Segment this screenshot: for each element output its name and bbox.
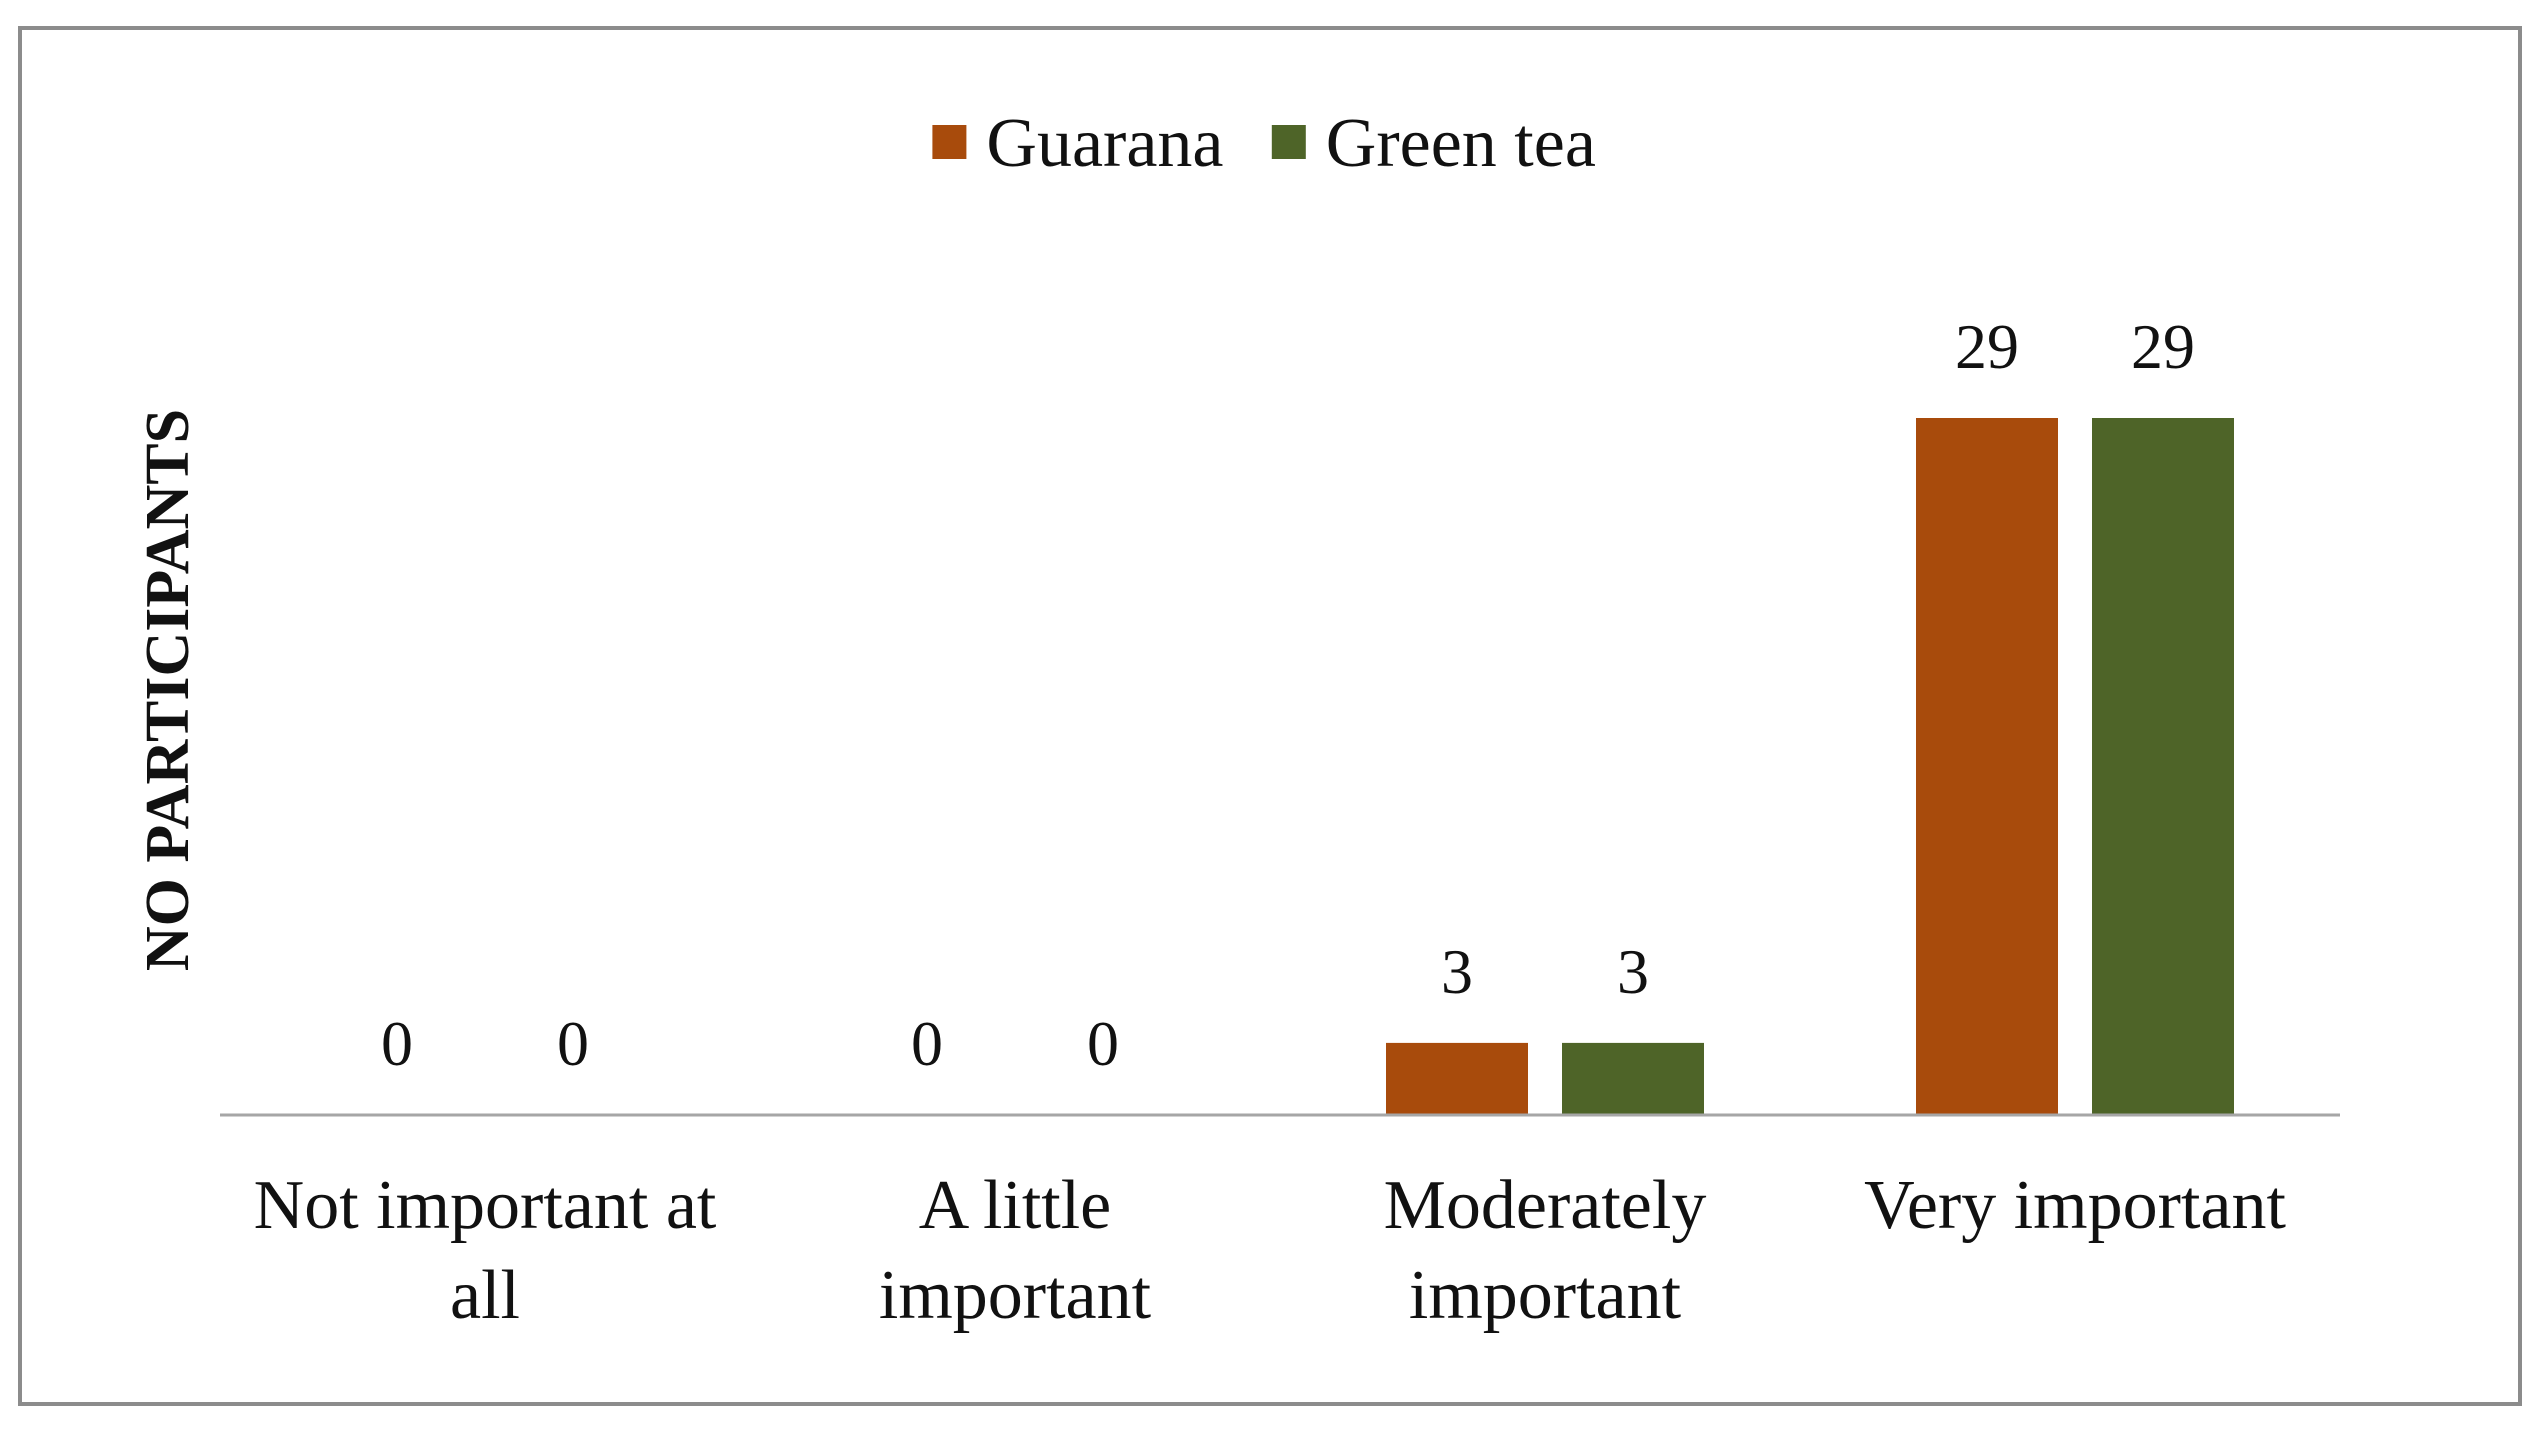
category-label: important — [879, 1257, 1152, 1334]
legend-label: Green tea — [1326, 105, 1596, 182]
legend: Guarana Green tea — [932, 105, 1596, 182]
data-label: 29 — [2131, 311, 2195, 382]
category-labels: Not important at all A little important Mode… — [254, 1167, 2287, 1334]
value-labels: 0 0 0 0 3 3 29 29 — [381, 311, 2195, 1079]
legend-swatch — [1271, 125, 1306, 159]
category-label: important — [1409, 1257, 1682, 1334]
legend-label: Guarana — [986, 105, 1223, 182]
data-label: 0 — [1087, 1008, 1119, 1079]
bar-green-tea — [2092, 418, 2234, 1115]
category-label: Very important — [1864, 1167, 2286, 1244]
y-axis-label: NO PARTICIPANTS — [134, 409, 202, 971]
data-label: 0 — [381, 1008, 413, 1079]
bar-guarana — [1386, 1042, 1528, 1115]
category-label: all — [450, 1257, 520, 1334]
legend-swatch — [932, 125, 967, 159]
data-label: 0 — [557, 1008, 589, 1079]
data-label: 3 — [1617, 936, 1649, 1007]
category-label: A little — [919, 1167, 1112, 1244]
category-label: Moderately — [1384, 1167, 1707, 1244]
bar-guarana — [1916, 418, 2058, 1115]
category-label: Not important at — [254, 1167, 717, 1244]
bars — [1386, 418, 2234, 1115]
bar-green-tea — [1562, 1042, 1704, 1115]
data-label: 29 — [1955, 311, 2019, 382]
data-label: 3 — [1441, 936, 1473, 1007]
data-label: 0 — [911, 1008, 943, 1079]
